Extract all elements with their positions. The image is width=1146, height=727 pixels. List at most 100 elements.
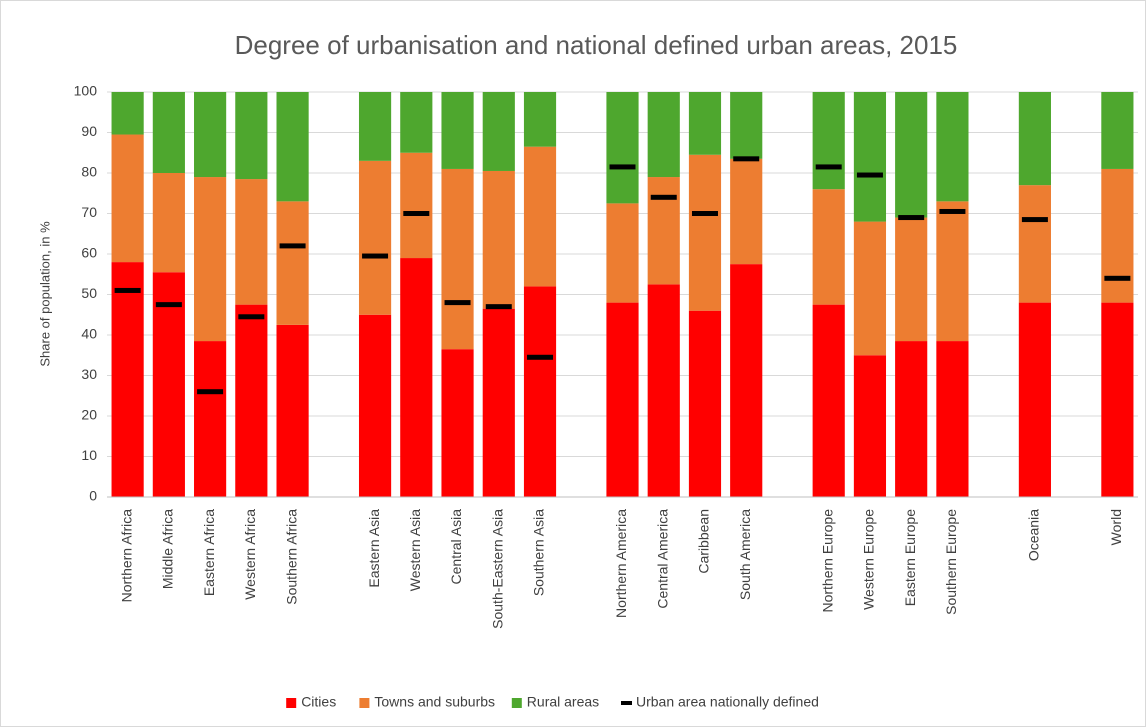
bar-segment [688,154,722,311]
bar-segment [523,286,557,497]
x-tick-label: Northern Europe [819,509,835,613]
bar-segment [812,304,845,497]
chart-title: Degree of urbanisation and national defi… [235,30,958,60]
x-tick-label: Eastern Europe [902,509,918,606]
urban-marker [733,156,760,162]
bar-segment [647,284,680,497]
bar-segment [235,179,268,305]
x-tick-label: World [1108,509,1124,545]
bar-segment [812,189,845,305]
bar-segment [895,92,928,218]
bar-segment [358,92,392,161]
urban-marker [1104,275,1131,281]
bar-segment [1018,185,1051,303]
bar-segment [853,355,887,497]
urban-marker [1021,217,1048,223]
y-tick-label: 0 [89,488,97,504]
bar-segment [895,341,928,497]
x-tick-label: Eastern Africa [201,509,217,596]
bar-segment [400,92,433,153]
bar-segment [895,217,928,342]
bar-segment [730,264,763,497]
urban-marker [403,211,430,216]
bar-segment [235,92,268,180]
y-tick-label: 40 [81,326,97,342]
y-tick-label: 80 [81,164,97,180]
urban-marker [609,164,636,170]
x-tick-label: Central America [654,509,670,609]
urban-marker [362,253,389,259]
legend-swatch [511,698,522,708]
legend-swatch [621,701,632,705]
bar-segment [1101,92,1134,169]
bar-segment [606,92,639,204]
urban-marker [114,287,141,293]
x-tick-label: Caribbean [696,509,712,574]
bar-segment [523,146,557,287]
bar-segment [853,221,887,356]
y-tick-label: 30 [81,366,97,382]
bar-segment [730,158,763,265]
bar-segment [276,92,309,202]
bar-segment [647,177,680,285]
urban-marker [444,300,471,306]
bar-segment [523,92,557,147]
urban-marker [898,215,925,221]
bar-segment [730,92,763,159]
urban-marker [238,314,265,320]
bar-segment [482,170,515,309]
bar-segment [276,201,309,325]
x-tick-label: Northern America [613,509,629,618]
urban-marker [197,389,224,395]
urban-marker [650,194,677,200]
bar-segment [1101,302,1134,497]
bar-segment [194,177,227,342]
bar-segment [936,201,969,342]
x-tick-label: South America [737,509,753,600]
x-tick-label: Middle Africa [160,509,176,589]
bar-segment [152,92,185,173]
x-tick-label: South-Eastern Asia [489,509,505,629]
bar-segment [936,341,969,497]
bar-segment [152,173,185,273]
x-tick-label: Western Africa [242,509,258,600]
y-tick-label: 60 [81,245,97,261]
bar-segment [1018,92,1051,186]
y-tick-label: 100 [74,83,98,99]
bar-segment [482,308,515,497]
urban-marker [691,211,718,216]
x-tick-label: Southern Africa [283,509,299,605]
x-tick-label: Northern Africa [118,509,134,603]
y-tick-label: 20 [81,407,97,423]
legend-swatch [359,698,370,708]
bar-segment [936,92,969,202]
urban-marker [527,354,554,360]
bar-segment [482,92,515,171]
bar-segment [152,272,185,497]
urban-marker [856,172,883,178]
y-tick-label: 70 [81,204,97,220]
bar-segment [606,203,639,303]
x-tick-label: Eastern Asia [366,509,382,588]
urban-marker [939,208,966,214]
bar-segment [441,92,474,169]
y-tick-label: 50 [81,285,97,301]
bar-segment [111,262,144,497]
legend-label: Rural areas [527,694,599,710]
legend-label: Urban area nationally defined [636,694,819,710]
bar-segment [111,92,144,135]
bar-segment [235,304,268,497]
bar-segment [400,152,433,259]
bar-segment [358,160,392,315]
bar-segment [194,341,227,497]
bar-segment [441,349,474,497]
urban-marker [485,304,512,310]
bar-segment [194,92,227,178]
bar-segment [1018,302,1051,497]
urban-marker [279,243,306,249]
legend-label: Cities [301,694,336,710]
y-tick-label: 10 [81,447,97,463]
bar-segment [276,324,309,497]
